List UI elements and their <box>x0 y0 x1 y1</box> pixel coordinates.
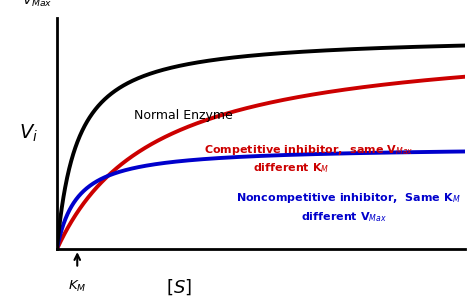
Text: different V$_{Max}$: different V$_{Max}$ <box>301 210 387 224</box>
Text: V$_i$: V$_i$ <box>18 123 38 144</box>
Text: K$_M$: K$_M$ <box>68 279 87 294</box>
Text: different K$_M$: different K$_M$ <box>253 161 329 175</box>
Text: Normal Enzyme: Normal Enzyme <box>134 109 233 122</box>
Text: Competitive inhibitor,  same V$_{Max}$: Competitive inhibitor, same V$_{Max}$ <box>204 143 413 157</box>
Text: $[S]$: $[S]$ <box>166 277 192 296</box>
Text: V$_{Max}$: V$_{Max}$ <box>22 0 53 9</box>
Text: Noncompetitive inhibitor,  Same K$_M$: Noncompetitive inhibitor, Same K$_M$ <box>236 192 461 206</box>
